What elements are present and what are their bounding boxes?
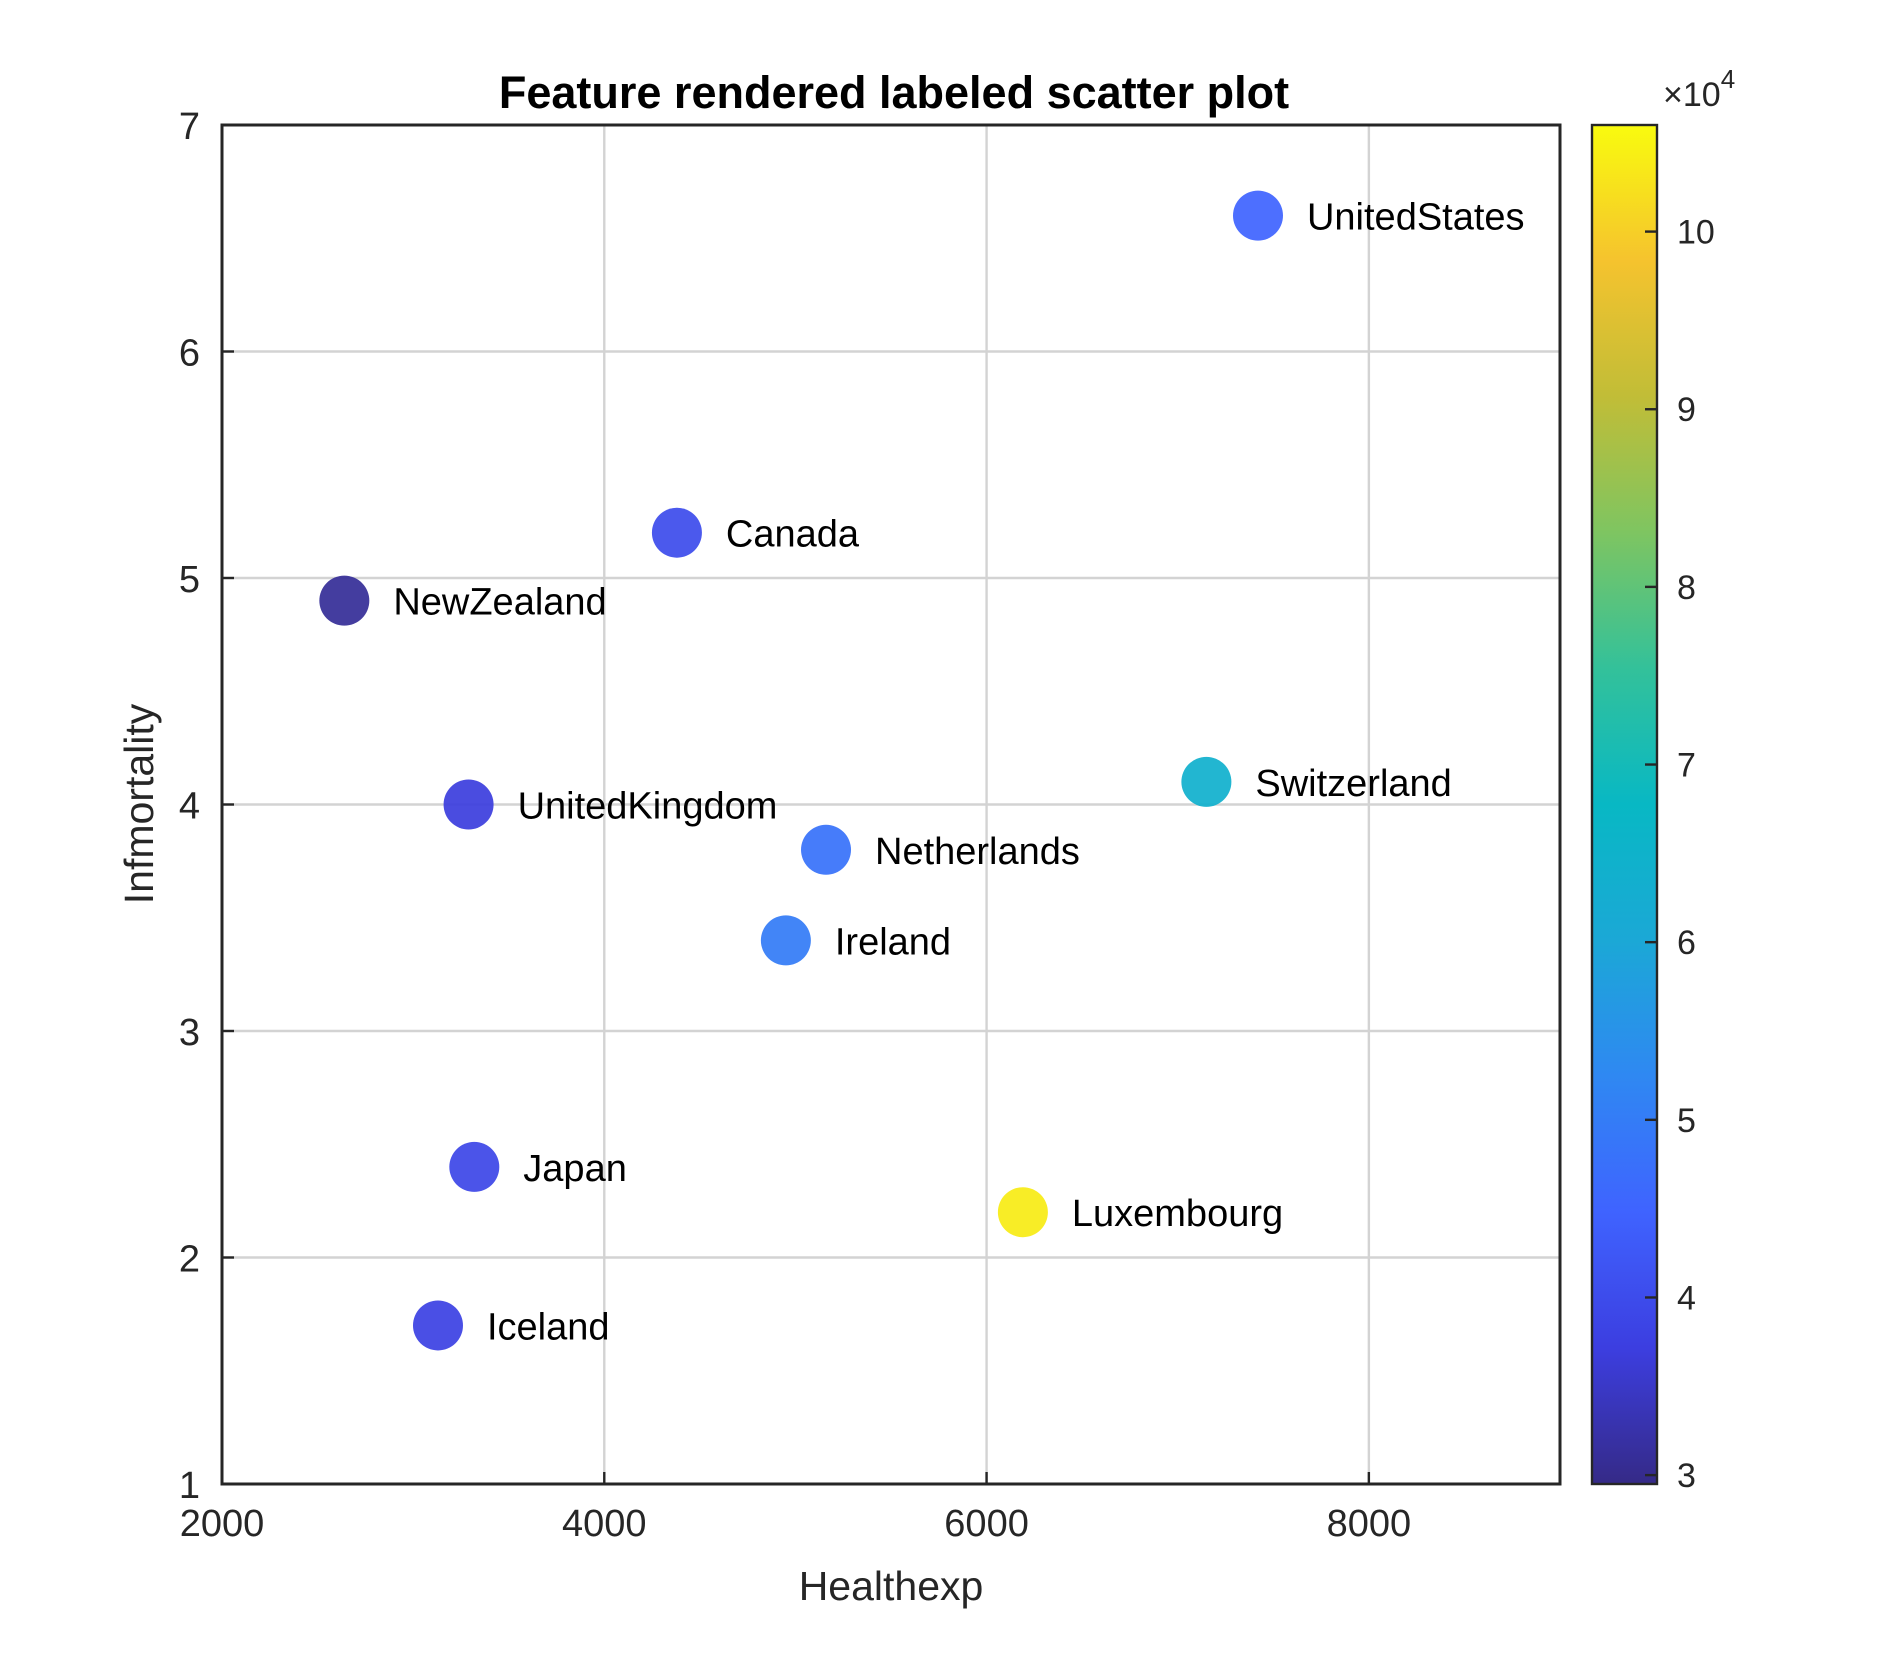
data-point bbox=[1181, 756, 1232, 807]
x-tick-label: 4000 bbox=[562, 1503, 647, 1545]
data-point bbox=[997, 1187, 1048, 1238]
colorbar-tick-label: 10 bbox=[1677, 214, 1715, 252]
colorbar-tick-label: 9 bbox=[1677, 391, 1696, 429]
colorbar-exponent-power: 4 bbox=[1721, 64, 1735, 94]
y-tick-label: 7 bbox=[179, 106, 200, 148]
x-tick-label: 2000 bbox=[180, 1503, 265, 1545]
point-label: Iceland bbox=[487, 1306, 610, 1348]
point-label: Luxembourg bbox=[1072, 1193, 1283, 1235]
data-point bbox=[651, 507, 702, 558]
point-label: UnitedKingdom bbox=[518, 786, 778, 828]
colorbar-ticks: 3 4 5 6 7 8 9 10 bbox=[1645, 214, 1715, 1495]
point-label: Canada bbox=[726, 514, 860, 556]
point-label: Japan bbox=[523, 1148, 627, 1190]
point-label: UnitedStates bbox=[1307, 197, 1525, 239]
y-tick-label: 2 bbox=[179, 1239, 200, 1281]
data-point bbox=[760, 915, 811, 966]
data-points bbox=[319, 190, 1283, 1351]
y-tick-label: 3 bbox=[179, 1012, 200, 1054]
colorbar-tick-label: 4 bbox=[1677, 1279, 1696, 1317]
point-label: Switzerland bbox=[1255, 763, 1451, 805]
colorbar-tick-label: 3 bbox=[1677, 1457, 1696, 1495]
x-axis-ticks: 2000 4000 6000 8000 bbox=[180, 1472, 1411, 1545]
y-tick-label: 1 bbox=[179, 1465, 200, 1507]
x-axis-label: Healthexp bbox=[799, 1563, 984, 1609]
data-point bbox=[319, 575, 370, 626]
data-point bbox=[443, 779, 494, 830]
y-tick-label: 4 bbox=[179, 786, 200, 828]
point-label: NewZealand bbox=[393, 582, 606, 624]
colorbar-tick-label: 8 bbox=[1677, 569, 1696, 607]
data-point bbox=[412, 1300, 463, 1351]
y-axis-label: Infmortality bbox=[116, 703, 162, 904]
colorbar-tick-label: 6 bbox=[1677, 924, 1696, 962]
colorbar-tick-label: 5 bbox=[1677, 1102, 1696, 1140]
y-tick-label: 6 bbox=[179, 333, 200, 375]
point-label: Netherlands bbox=[875, 831, 1080, 873]
y-tick-label: 5 bbox=[179, 559, 200, 601]
data-point bbox=[449, 1141, 500, 1192]
x-tick-label: 6000 bbox=[944, 1503, 1029, 1545]
colorbar bbox=[1590, 123, 1659, 1486]
y-axis-ticks: 1 2 3 4 5 6 7 bbox=[179, 106, 234, 1507]
colorbar-exponent: ×104 bbox=[1663, 64, 1735, 114]
data-point bbox=[1232, 190, 1283, 241]
x-tick-label: 8000 bbox=[1327, 1503, 1412, 1545]
data-point bbox=[801, 824, 852, 875]
colorbar-tick-label: 7 bbox=[1677, 747, 1696, 785]
point-labels: UnitedStates Canada NewZealand Switzerland U… bbox=[393, 197, 1524, 1349]
chart-title: Feature rendered labeled scatter plot bbox=[499, 67, 1289, 118]
colorbar-exponent-base: ×10 bbox=[1663, 76, 1721, 114]
point-label: Ireland bbox=[835, 921, 951, 963]
